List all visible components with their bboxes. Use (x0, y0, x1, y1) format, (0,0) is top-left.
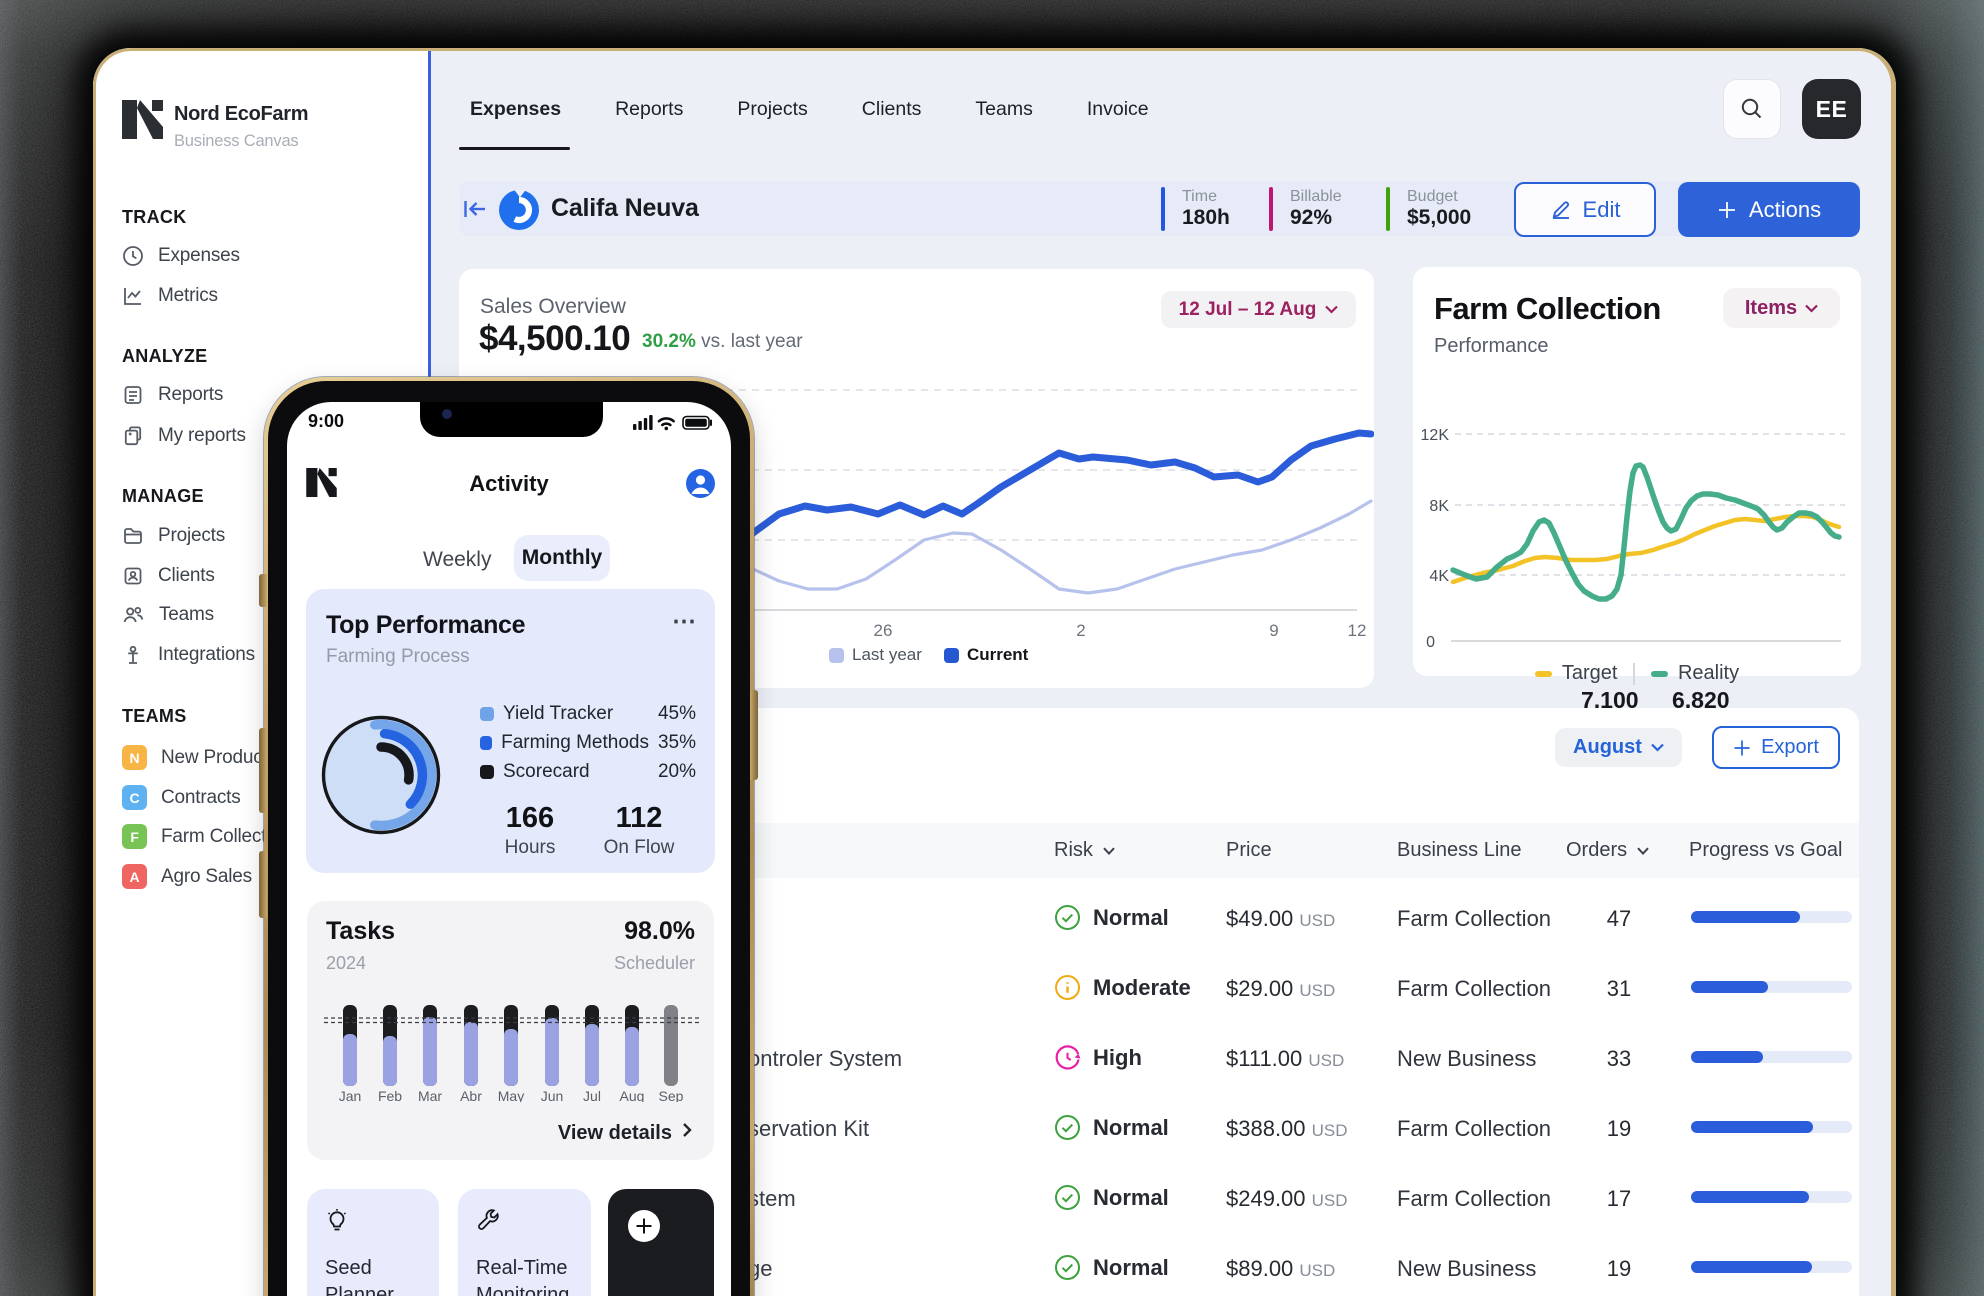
svg-text:4K: 4K (1429, 568, 1449, 585)
svg-text:Mar: Mar (418, 1088, 442, 1102)
svg-text:Jul: Jul (583, 1088, 601, 1102)
svg-text:26: 26 (874, 621, 893, 640)
svg-text:Feb: Feb (378, 1088, 402, 1102)
svg-text:May: May (498, 1088, 524, 1102)
svg-text:8K: 8K (1429, 498, 1449, 515)
svg-text:9: 9 (1269, 621, 1278, 640)
svg-text:Jan: Jan (339, 1088, 362, 1102)
svg-text:Aug: Aug (620, 1088, 645, 1102)
svg-text:Abr: Abr (460, 1088, 482, 1102)
svg-text:0: 0 (1426, 634, 1435, 651)
svg-text:12: 12 (1348, 621, 1367, 640)
svg-text:Sep: Sep (659, 1088, 684, 1102)
svg-text:2: 2 (1076, 621, 1085, 640)
svg-text:12K: 12K (1421, 427, 1450, 444)
svg-text:Jun: Jun (541, 1088, 564, 1102)
